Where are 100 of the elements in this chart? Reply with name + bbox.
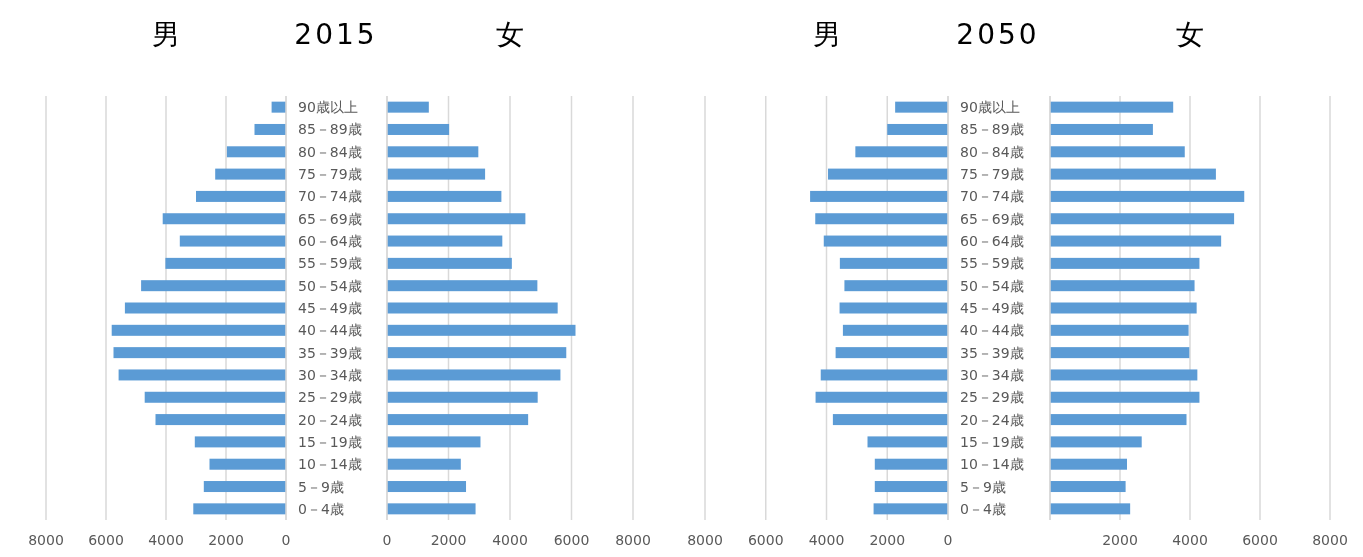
x-tick-label: 6000 xyxy=(553,532,590,548)
y-tick-label: 20－24歳 xyxy=(298,411,362,428)
bar xyxy=(387,458,461,470)
chart-title: 男 xyxy=(152,18,180,51)
y-tick-label: 80－84歳 xyxy=(298,143,362,160)
bar xyxy=(1050,436,1142,448)
bar xyxy=(1050,146,1185,158)
y-tick-label: 35－39歳 xyxy=(960,344,1024,361)
x-tick-label: 0 xyxy=(943,532,953,548)
bar xyxy=(124,302,286,314)
bar xyxy=(387,101,429,113)
chart-title: 女 xyxy=(496,18,524,51)
y-tick-label: 90歳以上 xyxy=(298,99,358,116)
bar xyxy=(1050,280,1195,292)
bar xyxy=(155,414,286,426)
y-tick-label: 5－9歳 xyxy=(298,478,344,495)
y-tick-label: 75－79歳 xyxy=(298,166,362,183)
bar xyxy=(1050,347,1190,359)
bar xyxy=(1050,391,1200,403)
bar xyxy=(193,503,286,515)
bar xyxy=(387,347,567,359)
y-tick-label: 0－4歳 xyxy=(298,500,344,517)
bar xyxy=(1050,324,1189,336)
bar xyxy=(839,257,948,269)
y-tick-label: 50－54歳 xyxy=(960,277,1024,294)
y-tick-label: 50－54歳 xyxy=(298,277,362,294)
bar xyxy=(179,235,286,247)
bar xyxy=(810,190,948,202)
bar xyxy=(215,168,286,180)
y-tick-label: 55－59歳 xyxy=(298,255,362,272)
bar xyxy=(867,436,948,448)
bar xyxy=(1050,123,1153,135)
bar xyxy=(874,481,948,493)
bar xyxy=(839,302,948,314)
y-tick-label: 70－74歳 xyxy=(298,188,362,205)
y-tick-label: 15－19歳 xyxy=(960,433,1024,450)
y-tick-label: 90歳以上 xyxy=(960,99,1020,116)
y-tick-label: 85－89歳 xyxy=(298,121,362,138)
y-tick-label: 60－64歳 xyxy=(298,233,362,250)
bar xyxy=(895,101,948,113)
bar xyxy=(1050,101,1174,113)
x-tick-label: 2000 xyxy=(1102,532,1138,548)
y-tick-label: 80－84歳 xyxy=(960,143,1024,160)
bar xyxy=(254,123,286,135)
bar xyxy=(209,458,286,470)
bar xyxy=(387,168,486,180)
bar xyxy=(387,369,561,381)
x-tick-label: 2000 xyxy=(430,532,467,548)
bar xyxy=(226,146,286,158)
bar xyxy=(815,391,948,403)
bar xyxy=(1050,168,1216,180)
bar xyxy=(1050,458,1127,470)
bar xyxy=(387,235,503,247)
y-tick-label: 10－14歳 xyxy=(298,456,362,473)
bar xyxy=(873,503,948,515)
y-tick-label: 45－49歳 xyxy=(960,300,1024,316)
bar xyxy=(1050,369,1198,381)
y-tick-label: 30－34歳 xyxy=(960,366,1024,383)
y-tick-label: 25－29歳 xyxy=(960,389,1024,406)
x-tick-label: 6000 xyxy=(1242,532,1278,548)
x-tick-label: 2000 xyxy=(869,532,906,548)
y-tick-label: 20－24歳 xyxy=(960,411,1024,428)
bar xyxy=(387,302,558,314)
bar xyxy=(165,257,286,269)
bar xyxy=(874,458,948,470)
bar xyxy=(387,414,529,426)
text: 2015 xyxy=(294,18,378,51)
bar xyxy=(387,481,467,493)
bar xyxy=(196,190,286,202)
bar xyxy=(815,213,948,225)
bar xyxy=(835,347,948,359)
y-tick-label: 85－89歳 xyxy=(960,121,1024,138)
bar xyxy=(387,190,502,202)
bar xyxy=(1050,257,1200,269)
x-tick-label: 0 xyxy=(281,532,291,548)
bar xyxy=(1050,503,1131,515)
x-tick-label: 4000 xyxy=(492,532,528,548)
y-tick-label: 40－44歳 xyxy=(960,322,1024,339)
chart-title: 男 xyxy=(812,18,841,51)
x-tick-label: 6000 xyxy=(747,532,784,548)
y-tick-label: 65－69歳 xyxy=(960,210,1024,227)
bar xyxy=(855,146,948,158)
bar xyxy=(162,213,286,225)
bar xyxy=(387,391,538,403)
bar xyxy=(387,503,476,515)
x-tick-label: 4000 xyxy=(1172,532,1208,548)
bar xyxy=(844,280,948,292)
y-tick-label: 60－64歳 xyxy=(960,233,1024,250)
y-tick-label: 70－74歳 xyxy=(960,188,1024,205)
bar xyxy=(823,235,948,247)
x-tick-label: 0 xyxy=(382,532,392,548)
y-tick-label: 5－9歳 xyxy=(960,478,1006,495)
y-tick-label: 30－34歳 xyxy=(298,366,362,383)
y-tick-label: 0－4歳 xyxy=(960,500,1006,517)
text: 2050 xyxy=(956,18,1040,51)
bar xyxy=(387,146,479,158)
bar xyxy=(1050,190,1245,202)
bar xyxy=(271,101,286,113)
y-tick-label: 65－69歳 xyxy=(298,210,362,227)
x-tick-label: 4000 xyxy=(808,532,845,548)
